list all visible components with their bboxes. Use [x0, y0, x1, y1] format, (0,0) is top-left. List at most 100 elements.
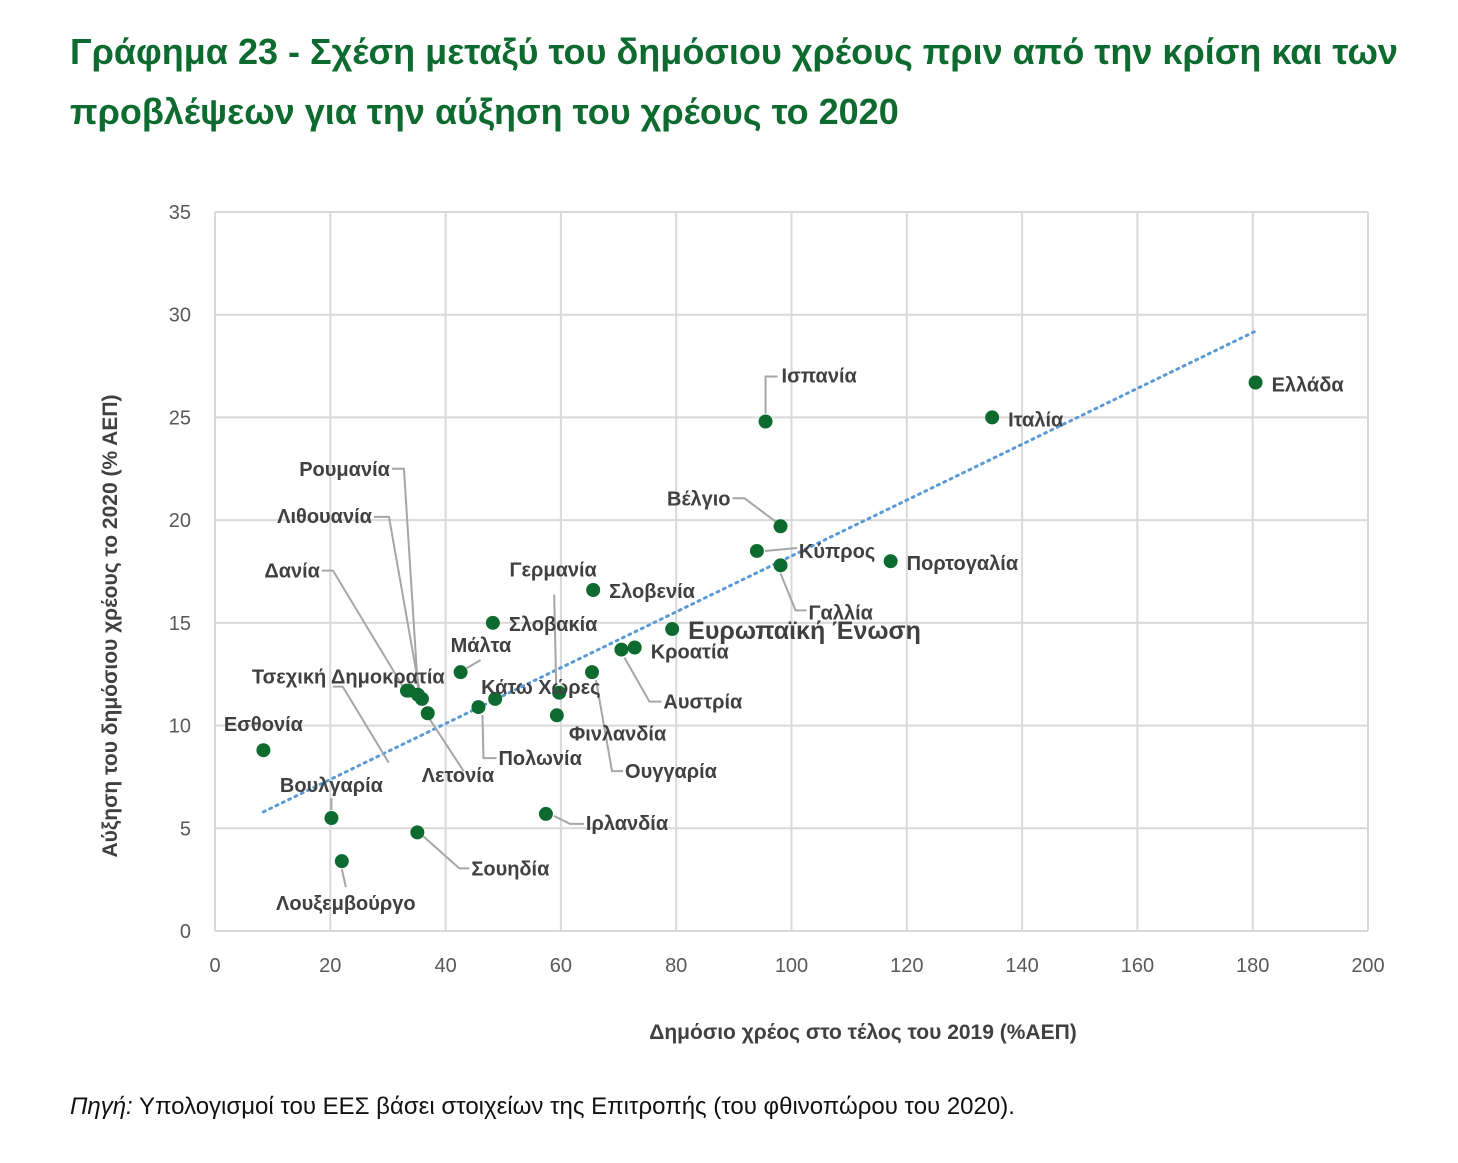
scatter-chart: Ελλάδα Ιταλία Ισπανία Βέλγιο Κύπρος Γαλλία Πορ…	[99, 202, 1385, 1044]
point-label: Ελλάδα	[1272, 375, 1345, 397]
x-tick-label: 0	[209, 955, 220, 977]
data-point	[538, 806, 553, 821]
point-label: Κάτω Χώρες	[481, 677, 600, 699]
point-label: Αυστρία	[663, 692, 743, 714]
data-point	[749, 543, 764, 558]
point-label: Ισπανία	[782, 366, 858, 388]
leader-line	[340, 868, 347, 888]
data-point	[586, 582, 601, 597]
data-point	[471, 700, 486, 715]
data-point	[627, 640, 642, 655]
leader-line	[481, 715, 497, 760]
leader-line	[422, 835, 470, 870]
point-label: Σλοβενία	[609, 581, 695, 603]
x-tick-label: 180	[1236, 955, 1269, 977]
x-axis-title: Δημόσιο χρέος στο τέλος του 2019 (%ΑΕΠ)	[649, 1021, 1077, 1044]
data-point	[552, 685, 567, 700]
point-label: Πολωνία	[498, 748, 582, 770]
point-label: Βέλγιο	[667, 488, 731, 510]
leader-line	[595, 679, 624, 773]
data-point	[453, 665, 468, 680]
point-label: Γερμανία	[509, 560, 597, 582]
leader-line	[428, 718, 465, 772]
data-point	[334, 854, 349, 869]
source-note: Πηγή: Υπολογισμοί του ΕΕΣ βάσει στοιχείω…	[70, 1093, 1015, 1121]
point-label: Ιρλανδία	[586, 813, 669, 835]
data-point	[883, 554, 898, 569]
data-point	[614, 642, 629, 657]
leader-line	[321, 569, 404, 688]
y-tick-label: 0	[180, 921, 191, 943]
gridlines	[214, 211, 1369, 932]
label-leader-lines	[321, 375, 807, 888]
leader-line	[391, 467, 419, 689]
x-tick-label: 20	[319, 955, 341, 977]
y-tick-label: 10	[169, 716, 191, 738]
y-tick-label: 35	[169, 202, 191, 224]
leader-line	[623, 657, 662, 703]
data-point	[420, 706, 435, 721]
point-label: Ουγγαρία	[625, 761, 718, 783]
data-point	[585, 665, 600, 680]
point-labels: Ελλάδα Ιταλία Ισπανία Βέλγιο Κύπρος Γαλλία Πορ…	[224, 366, 1344, 916]
data-point	[773, 558, 788, 573]
leader-line	[332, 685, 390, 764]
y-tick-label: 30	[169, 305, 191, 327]
point-label: Γαλλία	[809, 602, 874, 624]
data-point	[324, 811, 339, 826]
data-point	[414, 691, 429, 706]
y-tick-label: 15	[169, 613, 191, 635]
x-tick-label: 120	[890, 955, 923, 977]
data-point	[399, 683, 414, 698]
leader-line	[553, 594, 558, 685]
chart-title: Γράφημα 23 - Σχέση μεταξύ του δημόσιου χ…	[70, 31, 1398, 132]
data-point	[256, 743, 271, 758]
point-label: Λετονία	[422, 765, 495, 787]
leader-line	[466, 659, 482, 670]
point-label: Μάλτα	[451, 635, 512, 657]
data-point	[665, 622, 680, 637]
linear-trendline	[261, 329, 1258, 814]
data-point	[488, 691, 503, 706]
point-label: Ρουμανία	[299, 459, 390, 481]
x-tick-label: 200	[1351, 955, 1384, 977]
trendline	[261, 329, 1258, 814]
data-point	[1248, 375, 1263, 390]
leader-line	[732, 497, 778, 524]
leader-line	[553, 815, 584, 825]
point-label: Φινλανδία	[569, 723, 667, 745]
axis-ticks: 0 5 10 15 20 25 30 35 0 20 40 60 80 100 120 140 160 180 20…	[169, 202, 1385, 977]
point-label: Κύπρος	[799, 541, 875, 563]
point-label: Δανία	[264, 561, 320, 583]
data-point	[773, 519, 788, 534]
point-label: Πορτογαλία	[907, 553, 1019, 575]
point-label: Εσθονία	[224, 714, 304, 736]
x-tick-label: 140	[1005, 955, 1038, 977]
leader-line	[764, 546, 798, 552]
data-point	[485, 615, 500, 630]
point-label: Κροατία	[651, 642, 730, 664]
point-label: Σλοβακία	[509, 614, 598, 636]
x-tick-label: 80	[665, 955, 687, 977]
point-label: Λιθουανία	[277, 506, 373, 528]
point-label: Βουλγαρία	[280, 775, 384, 797]
y-tick-label: 25	[169, 407, 191, 429]
point-label: Ιταλία	[1008, 409, 1064, 431]
y-tick-label: 20	[169, 510, 191, 532]
data-point	[410, 825, 425, 840]
data-points	[256, 375, 1263, 869]
x-tick-label: 160	[1121, 955, 1154, 977]
leader-line	[779, 572, 807, 612]
leader-line	[373, 515, 421, 694]
point-label: Σουηδία	[471, 858, 550, 880]
source-text: Υπολογισμοί του ΕΕΣ βάσει στοιχείων της …	[132, 1093, 1015, 1120]
source-prefix: Πηγή:	[70, 1093, 133, 1120]
point-label: Τσεχική Δημοκρατία	[252, 667, 446, 689]
y-tick-label: 5	[180, 818, 191, 840]
y-axis-title: Αύξηση του δημόσιου χρέους το 2020 (% ΑΕ…	[99, 394, 122, 857]
point-label: Ευρωπαϊκή Ένωση	[688, 617, 921, 645]
x-tick-label: 40	[434, 955, 456, 977]
x-tick-label: 60	[550, 955, 572, 977]
data-point	[985, 410, 1000, 425]
data-point	[549, 708, 564, 723]
